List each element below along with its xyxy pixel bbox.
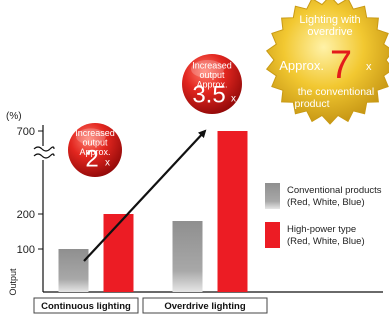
callout-highlight xyxy=(191,60,224,78)
category-label: Overdrive lighting xyxy=(164,301,245,312)
callout-text: Approx. xyxy=(196,79,227,89)
axis-break-line xyxy=(33,146,55,152)
callout-text: Increased xyxy=(192,60,232,70)
callout-value: 2 xyxy=(85,146,98,173)
y-axis-title: Output xyxy=(8,268,18,296)
y-tick-label: 700 xyxy=(17,126,35,138)
legend-swatch xyxy=(265,183,280,209)
legend-swatch xyxy=(265,222,280,248)
category-labels: Continuous lighting Overdrive lighting xyxy=(33,297,268,314)
badge-text: product xyxy=(294,98,329,110)
trend-arrow xyxy=(83,129,207,262)
callout-ball xyxy=(68,123,122,177)
category-box xyxy=(33,297,139,314)
legend-label: (Red, White, Blue) xyxy=(287,197,365,208)
axis-break xyxy=(33,146,55,160)
bar xyxy=(217,131,248,292)
badge-value: 7 xyxy=(330,43,352,87)
badge-text: overdrive xyxy=(307,26,352,38)
callout-text: Approx. xyxy=(79,147,110,157)
y-tick-label: 100 xyxy=(17,244,35,256)
callout-text: Increased xyxy=(75,128,115,138)
callout-suffix: x xyxy=(105,158,110,169)
callout-value: 3.5 xyxy=(192,82,225,109)
callout-text: output xyxy=(199,70,225,80)
callout-suffix: x xyxy=(231,94,236,105)
category-label: Continuous lighting xyxy=(41,301,131,312)
badge-prefix: Approx. xyxy=(279,58,324,73)
bar xyxy=(103,214,134,292)
callout-text: output xyxy=(82,137,108,147)
badge-text: Lighting with xyxy=(299,14,360,26)
legend-label: Conventional products xyxy=(287,185,382,196)
axes: 100 200 700 (%) Output xyxy=(6,111,383,296)
callout-highlight xyxy=(76,128,106,145)
badge-suffix: x xyxy=(366,61,372,73)
y-unit-label: (%) xyxy=(6,111,22,122)
axis-break-gap xyxy=(34,146,52,160)
y-tick-label: 200 xyxy=(17,209,35,221)
axis-break-line xyxy=(33,153,55,159)
callout-ball xyxy=(182,54,242,114)
legend-label: High-power type xyxy=(287,224,356,235)
legend: Conventional products(Red, White, Blue)H… xyxy=(265,183,382,248)
legend-label: (Red, White, Blue) xyxy=(287,236,365,247)
category-box xyxy=(142,297,268,314)
badge-starburst xyxy=(265,0,389,125)
bars xyxy=(58,131,248,292)
badge-text: the conventional xyxy=(298,86,374,98)
bar xyxy=(172,221,203,292)
bar xyxy=(58,249,89,292)
